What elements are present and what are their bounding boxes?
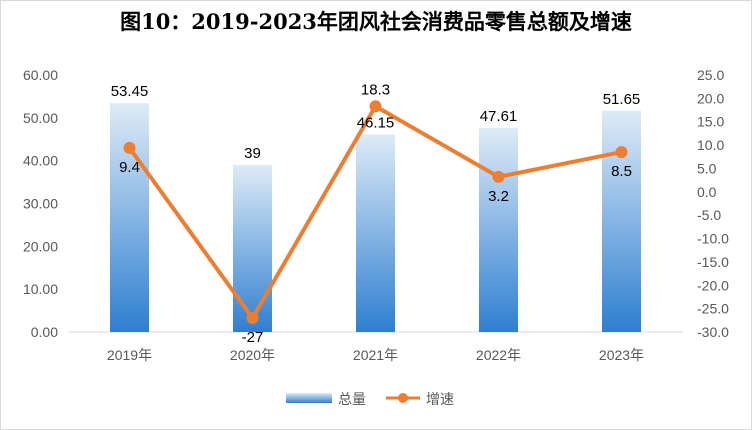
right-axis-tick-label: -30.0 <box>697 324 729 340</box>
bar-series <box>110 103 641 332</box>
growth-point <box>615 146 628 159</box>
bar-total <box>110 103 149 332</box>
right-axis-tick-label: 5.0 <box>697 160 717 176</box>
bar-data-label: 39 <box>244 145 261 162</box>
right-axis-tick-label: -5.0 <box>697 207 721 223</box>
left-axis-tick-label: 40.00 <box>23 153 58 169</box>
growth-point <box>492 170 505 183</box>
growth-point <box>369 100 382 113</box>
bar-data-label: 47.61 <box>480 108 518 125</box>
right-axis-tick-label: -10.0 <box>697 231 729 247</box>
left-axis-tick-label: 30.00 <box>23 196 58 212</box>
left-axis-tick-label: 20.00 <box>23 238 58 254</box>
growth-point <box>246 311 259 324</box>
left-axis-tick-label: 10.00 <box>23 281 58 297</box>
growth-data-label: 18.3 <box>361 81 390 98</box>
legend-label-growth: 增速 <box>426 392 454 408</box>
right-axis-tick-label: -25.0 <box>697 301 729 317</box>
x-axis-ticks: 2019年 2020年 2021年 2022年 2023年 <box>107 347 644 363</box>
left-axis-tick-label: 0.00 <box>31 324 58 340</box>
growth-point <box>123 141 136 154</box>
right-axis-tick-label: 25.0 <box>697 67 724 83</box>
legend-swatch-growth-marker <box>398 393 408 403</box>
bar-data-label: 46.15 <box>357 114 395 131</box>
legend-label-total: 总量 <box>338 392 366 408</box>
left-axis-ticks: 0.00 10.00 20.00 30.00 40.00 50.00 60.00 <box>23 67 58 340</box>
bar-total <box>356 134 395 332</box>
growth-data-label: -27 <box>242 329 264 346</box>
left-axis-tick-label: 60.00 <box>23 67 58 83</box>
right-axis-tick-label: -15.0 <box>697 254 729 270</box>
x-axis-tick-label: 2020年 <box>230 347 275 363</box>
left-axis-tick-label: 50.00 <box>23 110 58 126</box>
growth-data-label: 3.2 <box>488 188 509 205</box>
right-axis-tick-label: 20.0 <box>697 90 724 106</box>
x-axis-tick-label: 2023年 <box>599 347 644 363</box>
bar-data-label: 51.65 <box>603 91 641 108</box>
data-labels: 53.45 39 46.15 47.61 51.65 9.4 -27 18.3 3.2 8.5 <box>111 81 641 346</box>
bar-total <box>479 128 518 332</box>
right-axis-tick-label: -20.0 <box>697 277 729 293</box>
right-axis-tick-label: 0.0 <box>697 184 717 200</box>
legend: 总量 增速 <box>286 392 454 408</box>
growth-data-label: 8.5 <box>611 163 632 180</box>
x-axis-tick-label: 2021年 <box>353 347 398 363</box>
bar-total <box>602 110 641 332</box>
chart-title: 图10：2019-2023年团风社会消费品零售总额及增速 <box>120 9 632 34</box>
bar-total <box>233 164 272 332</box>
x-axis-tick-label: 2019年 <box>107 347 152 363</box>
line-series <box>123 100 628 324</box>
bar-data-label: 53.45 <box>111 83 149 100</box>
right-axis-tick-label: 15.0 <box>697 114 724 130</box>
x-axis-tick-label: 2022年 <box>476 347 521 363</box>
right-axis-tick-label: 10.0 <box>697 137 724 153</box>
growth-data-label: 9.4 <box>119 159 140 176</box>
right-axis-ticks: -30.0 -25.0 -20.0 -15.0 -10.0 -5.0 0.0 5.0 10.0 1… <box>697 67 729 340</box>
legend-swatch-total <box>286 393 332 403</box>
